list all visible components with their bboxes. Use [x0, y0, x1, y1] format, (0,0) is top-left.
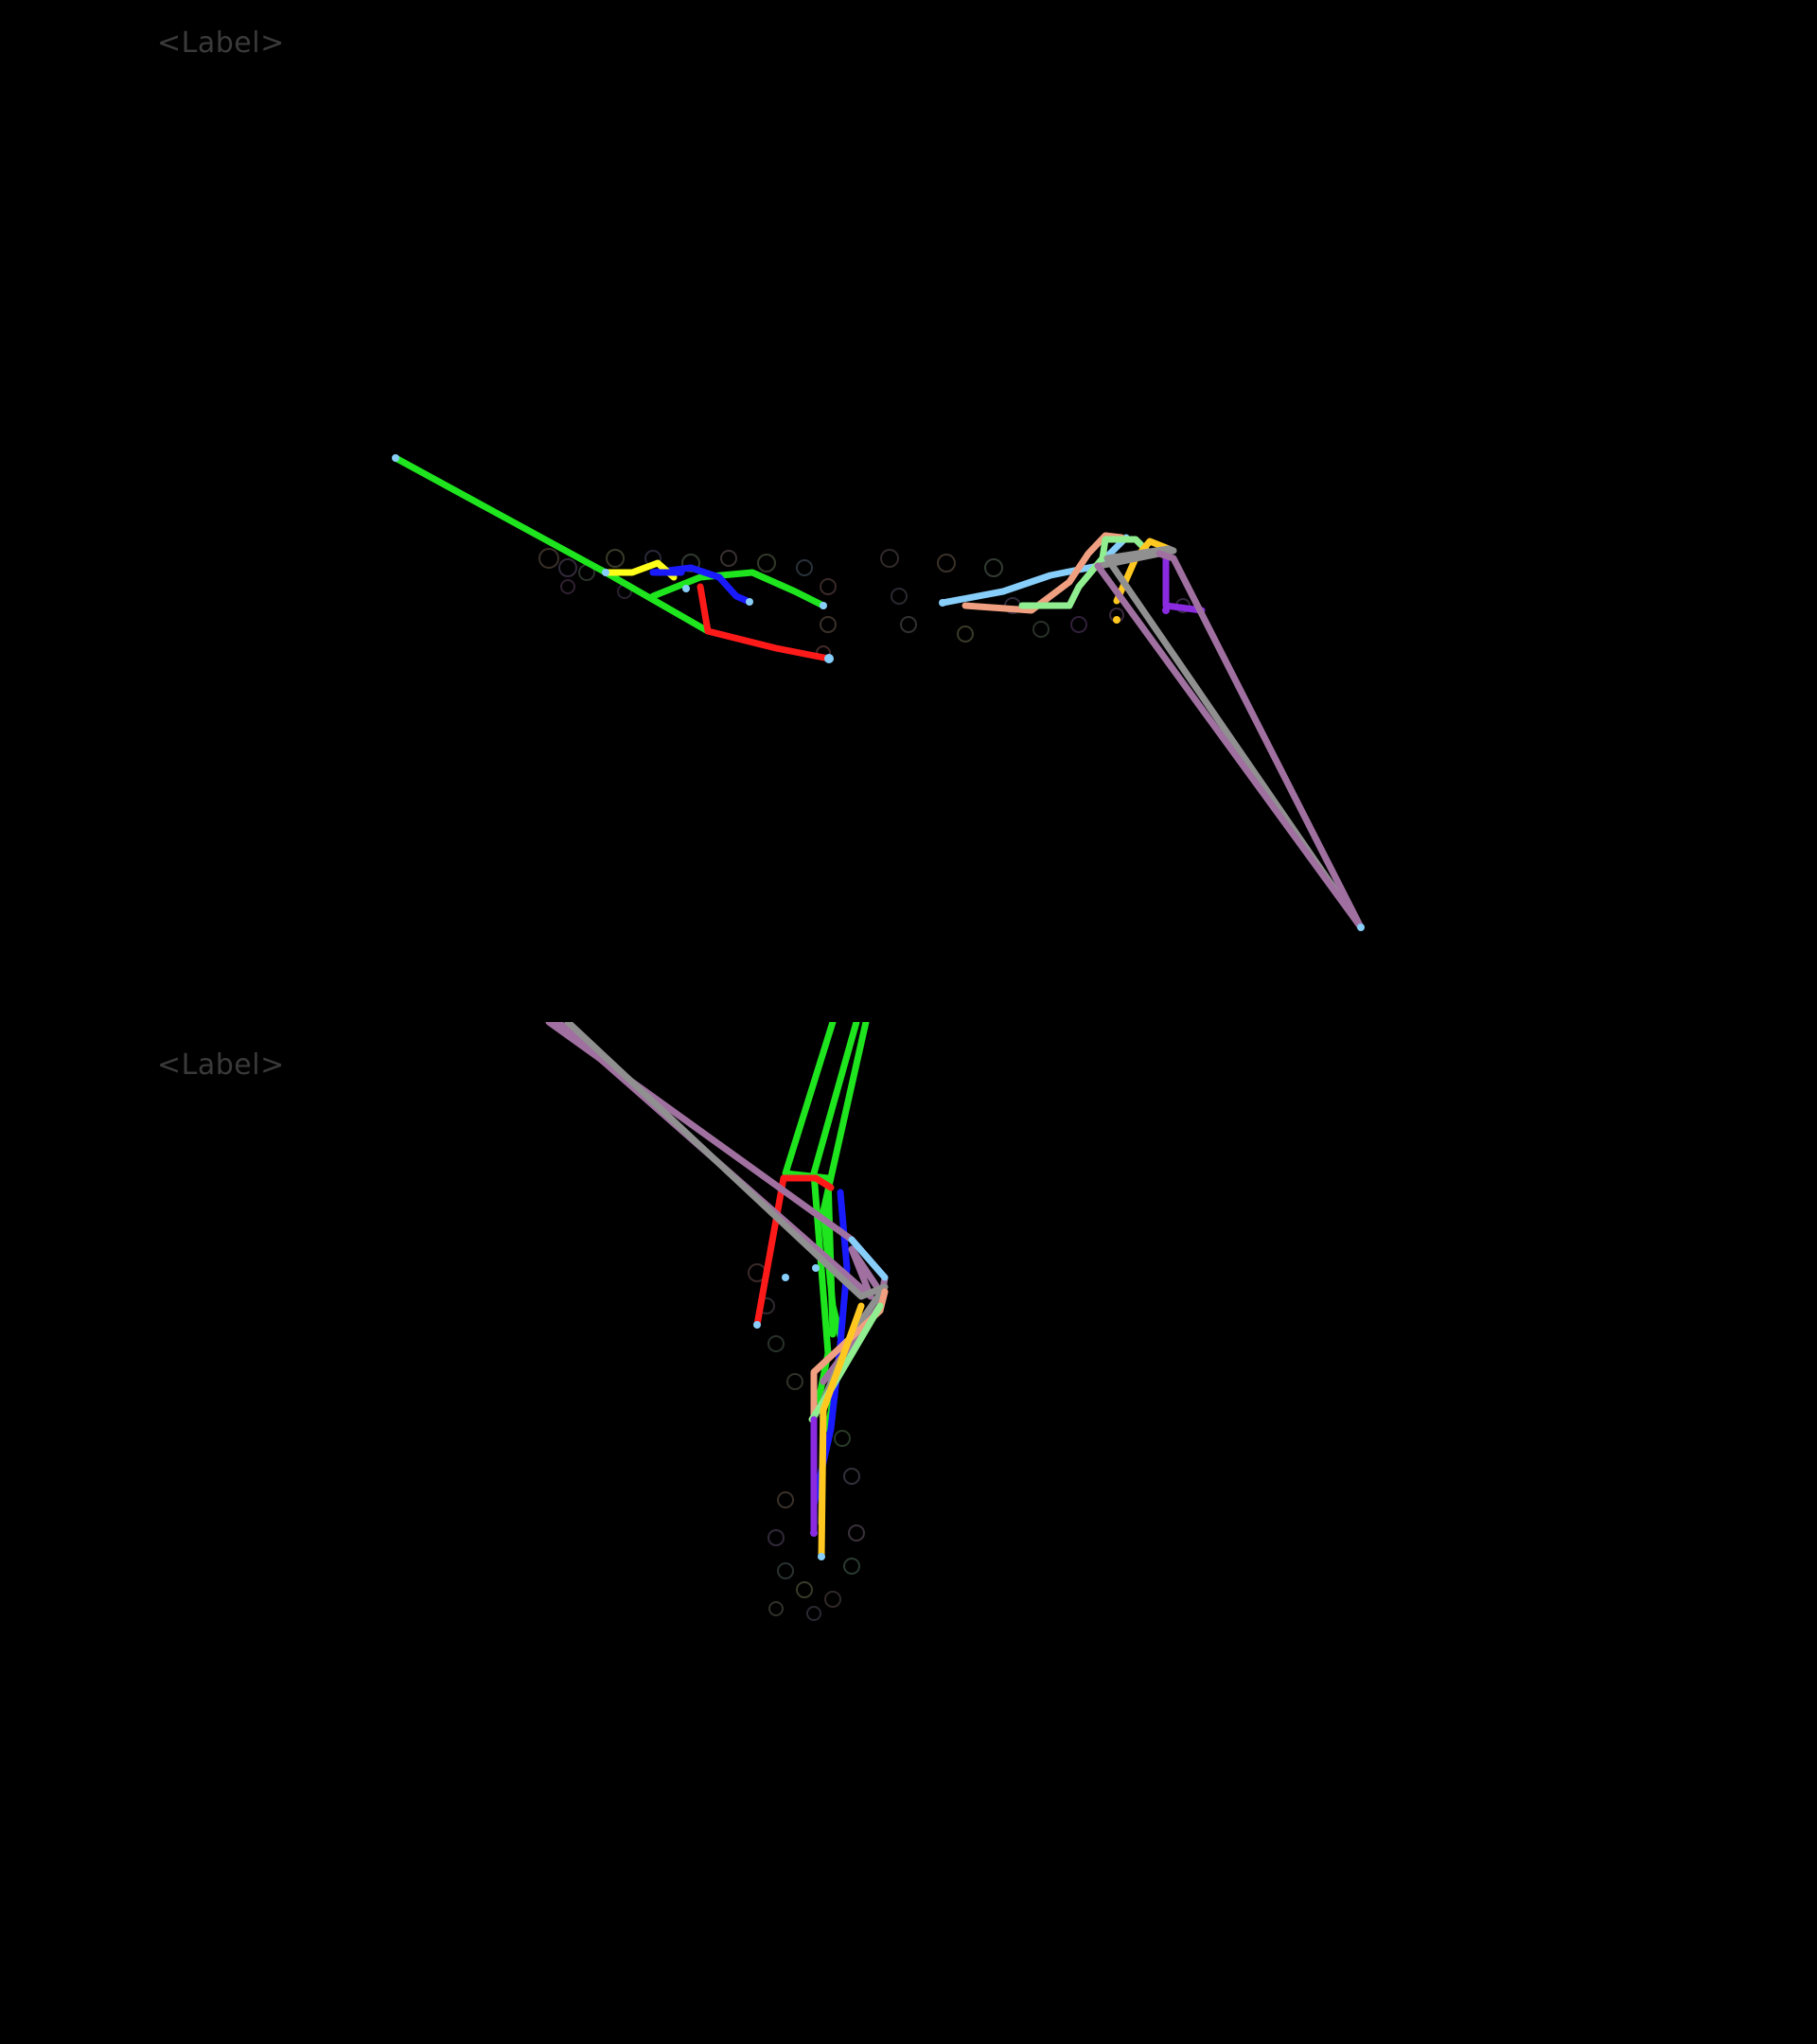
viewport-panel-top[interactable]: <Label> — [0, 0, 1817, 1022]
bone-purple — [1162, 555, 1206, 614]
left-hand-joints — [392, 454, 834, 663]
right-hand-joints — [939, 599, 1365, 931]
hands-joints-top-view — [753, 1264, 825, 1560]
skeleton-render-bottom — [545, 1022, 889, 1621]
panel-label: <Label> — [157, 26, 285, 60]
bone-light-green — [1018, 536, 1154, 609]
bone-gray — [1096, 545, 1365, 931]
motion-trails-bottom — [748, 1263, 865, 1621]
bone-green-upper — [649, 569, 827, 609]
bone-salmon — [961, 532, 1125, 614]
hands-skeleton-top-view — [545, 1022, 889, 1560]
bone-red — [697, 583, 833, 662]
bone-mauve — [1094, 550, 1365, 931]
bone-red — [753, 1174, 835, 1329]
motion-trails-left — [538, 548, 837, 661]
left-hand-skeleton — [392, 454, 833, 662]
panel-label: <Label> — [157, 1048, 285, 1082]
skeleton-render-top — [392, 454, 1365, 931]
viewport-panel-bottom[interactable]: <Label> — [0, 1022, 1817, 2044]
bone-green-long — [392, 454, 712, 635]
bone-gold — [818, 1302, 865, 1560]
bone-light-blue — [848, 1236, 889, 1281]
right-hand-skeleton — [939, 532, 1365, 931]
